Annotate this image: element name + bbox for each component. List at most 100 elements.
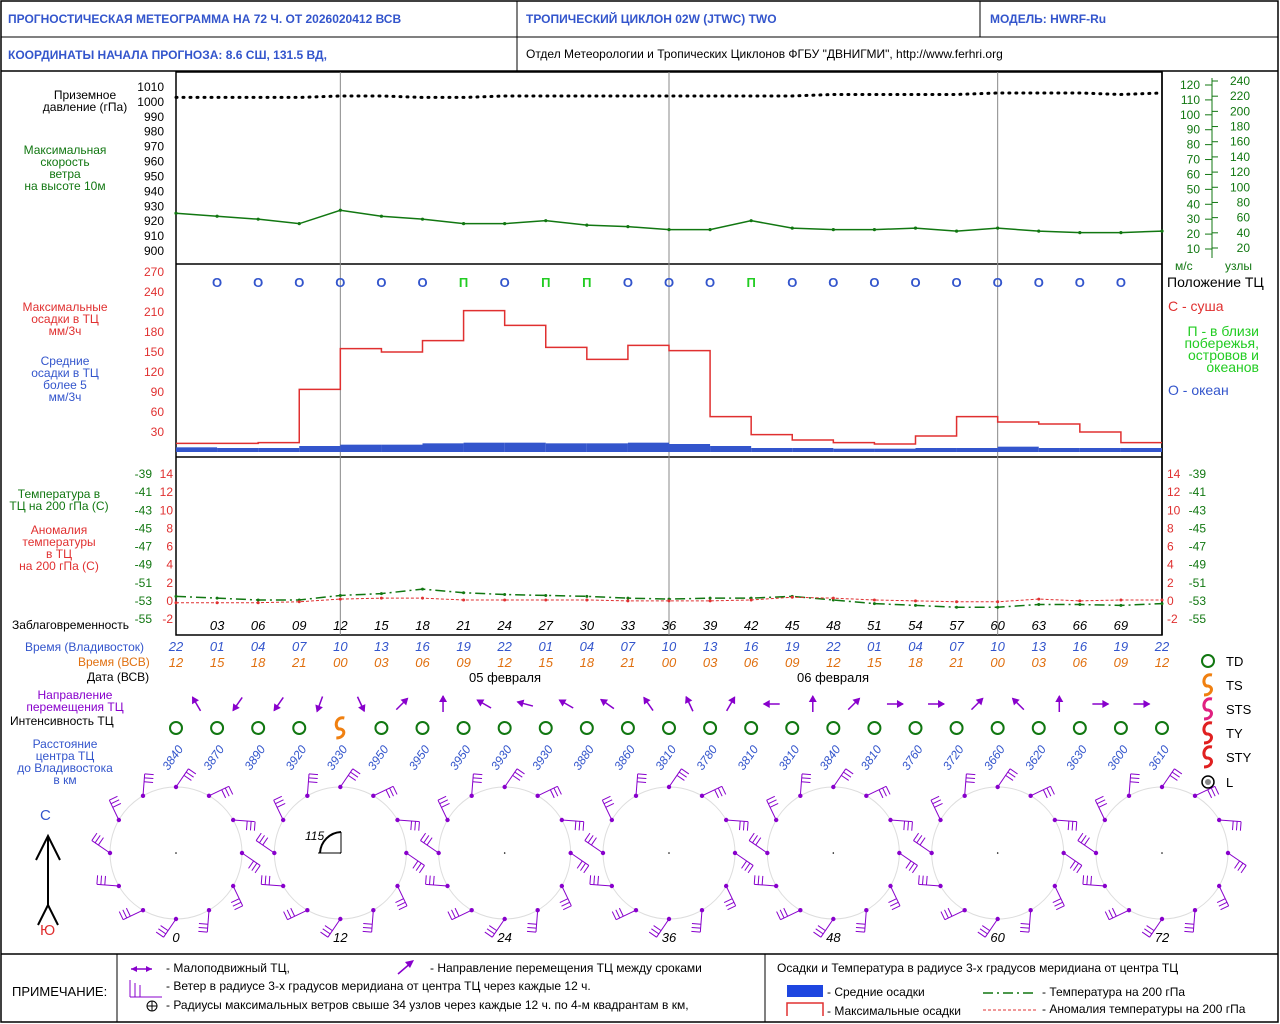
wind-barb-shaft: [1161, 768, 1175, 788]
intensity-legend: TD TS STS TY STY L: [1201, 654, 1252, 790]
anom-tick-right: 12: [1167, 485, 1181, 499]
wind-barb-feather: [410, 821, 413, 831]
legend-cyclone-icon: [1202, 721, 1213, 745]
direction-arrow: [1011, 697, 1025, 711]
wind-barb-feather: [109, 795, 118, 801]
wind-barb-feather: [429, 875, 431, 885]
direction-arrow: [356, 696, 366, 713]
wind-tick-kt: 160: [1230, 135, 1250, 149]
intensity-td-icon: [497, 721, 512, 735]
intensity-label: Интенсивность ТЦ: [10, 714, 114, 728]
leadtime-label: 03: [210, 618, 225, 633]
wind-barb-feather: [922, 875, 924, 885]
leadtime-label: 24: [496, 618, 511, 633]
line-series: [174, 91, 1164, 609]
legend-td-icon: [1201, 654, 1215, 668]
model-label: МОДЕЛЬ: HWRF-Ru: [990, 12, 1107, 26]
wind-tick-ms: 10: [1187, 242, 1201, 256]
wind-barb-feather: [423, 835, 430, 844]
anom-tick-left: 8: [166, 521, 173, 535]
time-vl-label: 13: [374, 639, 389, 654]
pressure-tick-label: 970: [144, 140, 164, 154]
wind-barb-feather: [1111, 907, 1117, 917]
wind-barb-feather: [224, 787, 230, 797]
time-utc-label: 09: [1114, 655, 1128, 670]
anomaly-point: [626, 599, 630, 603]
time-utc-label: 12: [1155, 655, 1170, 670]
wind-barb-shaft: [964, 773, 967, 796]
max-radius-marker: 115: [305, 829, 342, 854]
wind-barb-feather: [1005, 774, 1014, 781]
wind-point: [913, 226, 918, 230]
time-vl-label: 22: [496, 639, 512, 654]
mean-precip-bar: [1038, 448, 1080, 452]
position-letter: О: [787, 275, 797, 290]
leadtime-label: 09: [292, 618, 306, 633]
anomaly-point: [421, 596, 424, 600]
wind-barb-feather: [856, 923, 866, 925]
mean-precip-bar: [874, 448, 916, 452]
direction-arrow: [1092, 700, 1110, 708]
wind-barb-feather: [1232, 821, 1234, 831]
time-vl-label: 07: [292, 639, 307, 654]
anom-tick-right: 2: [1167, 576, 1174, 590]
distance-label: 3860: [611, 742, 638, 772]
anomaly-point: [462, 598, 466, 602]
wind-barb-feather: [362, 930, 372, 933]
wind-barb-feather: [947, 907, 953, 917]
wind-barb-feather: [392, 786, 398, 795]
wind-rose-hour-label: 0: [172, 930, 180, 945]
wind-barb-feather: [940, 911, 946, 920]
time-utc-label: 00: [990, 655, 1005, 670]
position-letter: П: [541, 275, 550, 290]
wind-barb-shaft: [766, 799, 777, 821]
wind-barb-feather: [432, 875, 435, 885]
wind-barb-feather: [454, 907, 460, 917]
precip-tick-label: 30: [151, 425, 165, 439]
direction-arrow-head: [728, 696, 736, 705]
distance-label: 3660: [981, 742, 1008, 772]
wind-barb-feather: [418, 865, 425, 874]
intensity-td-icon: [251, 721, 266, 735]
anom-tick-right: -2: [1167, 612, 1178, 626]
wind-barb-feather: [776, 911, 781, 920]
pressure-tick-label: 930: [144, 199, 164, 213]
leadtime-label: 51: [867, 618, 881, 633]
anomaly-point: [1160, 598, 1164, 602]
wind-barb-feather: [439, 799, 449, 805]
wind-barb-feather: [1077, 832, 1084, 841]
temp-tick-right: -49: [1189, 558, 1207, 572]
anom-tick-left: -2: [162, 612, 173, 626]
direction-arrow-head: [558, 699, 567, 707]
temp-tick-left: -51: [135, 576, 153, 590]
wind-barb-feather: [714, 789, 720, 799]
wind-rose-point: [305, 793, 310, 799]
wind-barb-feather: [746, 821, 749, 831]
mean-precip-bar: [463, 442, 505, 452]
wind-barb-feather: [691, 930, 701, 933]
direction-icon-head: [405, 960, 414, 968]
distance-label: 3810: [776, 742, 803, 772]
distance-label: 3720: [940, 742, 967, 772]
mean-precip-bar: [258, 448, 300, 452]
anomaly-point: [544, 598, 548, 602]
time-utc-label: 09: [785, 655, 799, 670]
wind-barb-feather: [817, 925, 826, 932]
position-letter: О: [828, 275, 838, 290]
direction-arrow-head: [273, 703, 281, 712]
wind-barb-feather: [489, 925, 497, 932]
direction-arrow: [191, 696, 202, 712]
position-coast: П - в близи побережья, островов и океанов: [1184, 323, 1259, 375]
direction-arrow: [725, 696, 736, 712]
wind-barb-feather: [561, 901, 570, 907]
wind-barb-shaft: [273, 799, 284, 821]
anomaly-point: [955, 600, 959, 604]
wind-barb-feather: [246, 821, 248, 831]
wind-barb-feather: [888, 898, 897, 904]
wind-barb-feather: [158, 928, 167, 935]
wind-barb-feather: [1144, 928, 1153, 935]
wind-barb-shaft: [699, 910, 703, 933]
wind-unit-ms: м/с: [1175, 259, 1193, 273]
wind-rose: 72: [1077, 768, 1247, 945]
wind-barb-feather: [1082, 875, 1085, 885]
